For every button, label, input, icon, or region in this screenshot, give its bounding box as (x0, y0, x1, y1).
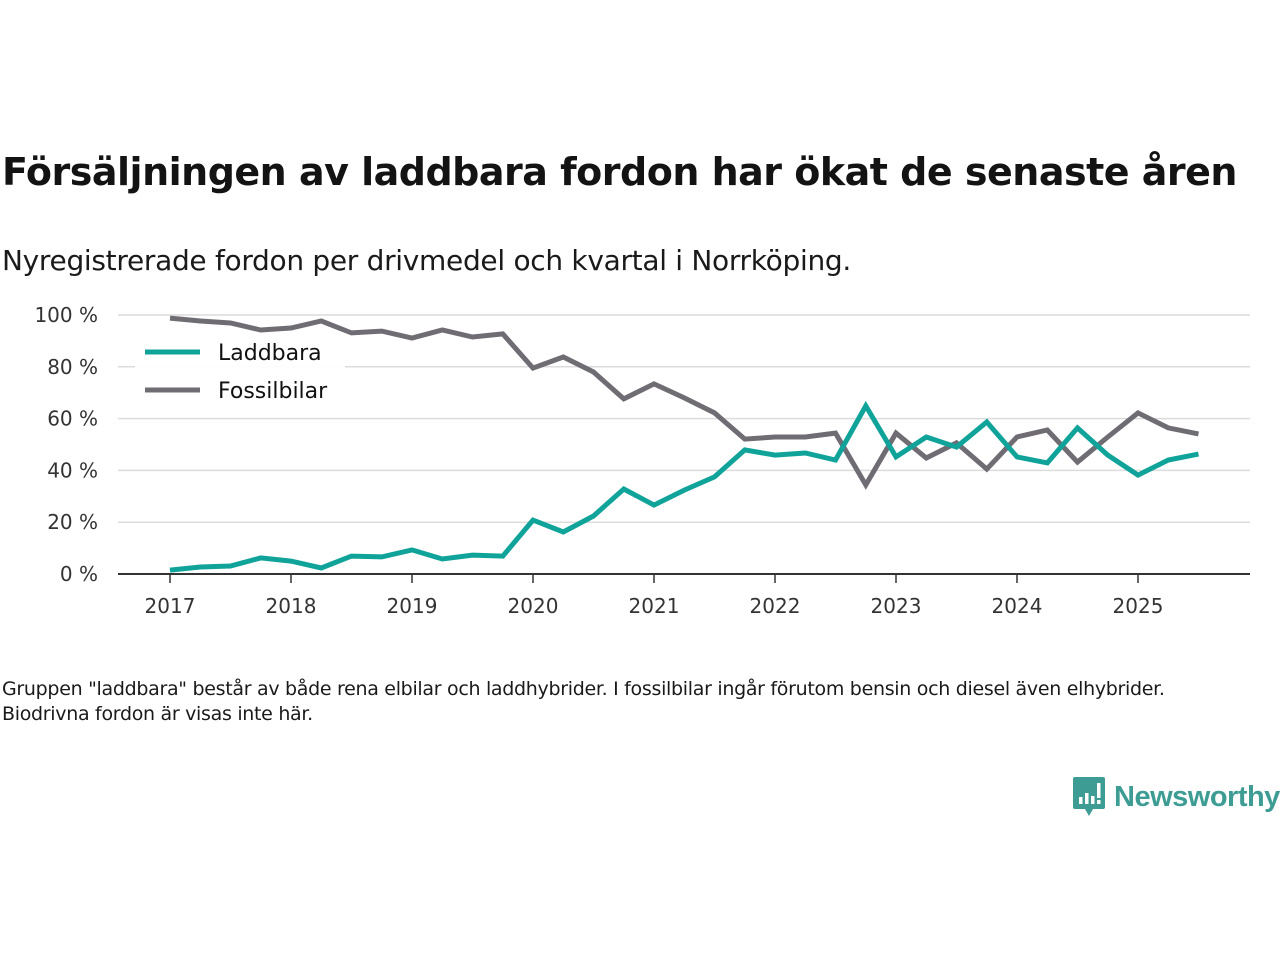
x-tick-label: 2023 (871, 594, 922, 618)
y-tick-label: 0 % (60, 562, 98, 586)
x-tick-label: 2022 (750, 594, 801, 618)
line-chart: 0 % 20 % 40 % 60 % 80 % 100 % 2017 2018 2019 202… (34, 303, 1250, 618)
footnote: Gruppen "laddbara" består av både rena e… (2, 678, 1165, 725)
series-line-laddbara (169, 400, 1199, 573)
legend: Laddbara Fossilbilar (135, 334, 345, 404)
legend-label-fossilbilar: Fossilbilar (218, 379, 328, 404)
x-tick-label: 2018 (266, 594, 317, 618)
x-tick-label: 2024 (992, 594, 1043, 618)
y-tick-label: 20 % (47, 510, 98, 534)
x-tick-label: 2021 (629, 594, 680, 618)
x-tick-label: 2025 (1113, 594, 1164, 618)
y-tick-label: 60 % (47, 407, 98, 431)
x-axis: 2017 2018 2019 2020 2021 2022 2023 2024 2025 (118, 573, 1250, 618)
x-tick-label: 2020 (508, 594, 559, 618)
x-tick-label: 2017 (145, 594, 196, 618)
y-tick-label: 80 % (47, 355, 98, 379)
brand-name: Newsworthy (1114, 780, 1280, 813)
y-axis: 0 % 20 % 40 % 60 % 80 % 100 % (34, 303, 98, 586)
newsworthy-logo[interactable]: Newsworthy (1072, 776, 1280, 818)
series-lines (169, 315, 1199, 573)
y-tick-label: 100 % (34, 303, 98, 327)
y-tick-label: 40 % (47, 458, 98, 482)
legend-label-laddbara: Laddbara (218, 341, 322, 366)
series-line-fossilbilar (169, 315, 1199, 490)
chart-subtitle: Nyregistrerade fordon per drivmedel och … (2, 244, 851, 277)
chart-title: Försäljningen av laddbara fordon har öka… (2, 150, 1237, 194)
bar-chart-bubble-icon (1073, 777, 1105, 816)
x-tick-label: 2019 (387, 594, 438, 618)
